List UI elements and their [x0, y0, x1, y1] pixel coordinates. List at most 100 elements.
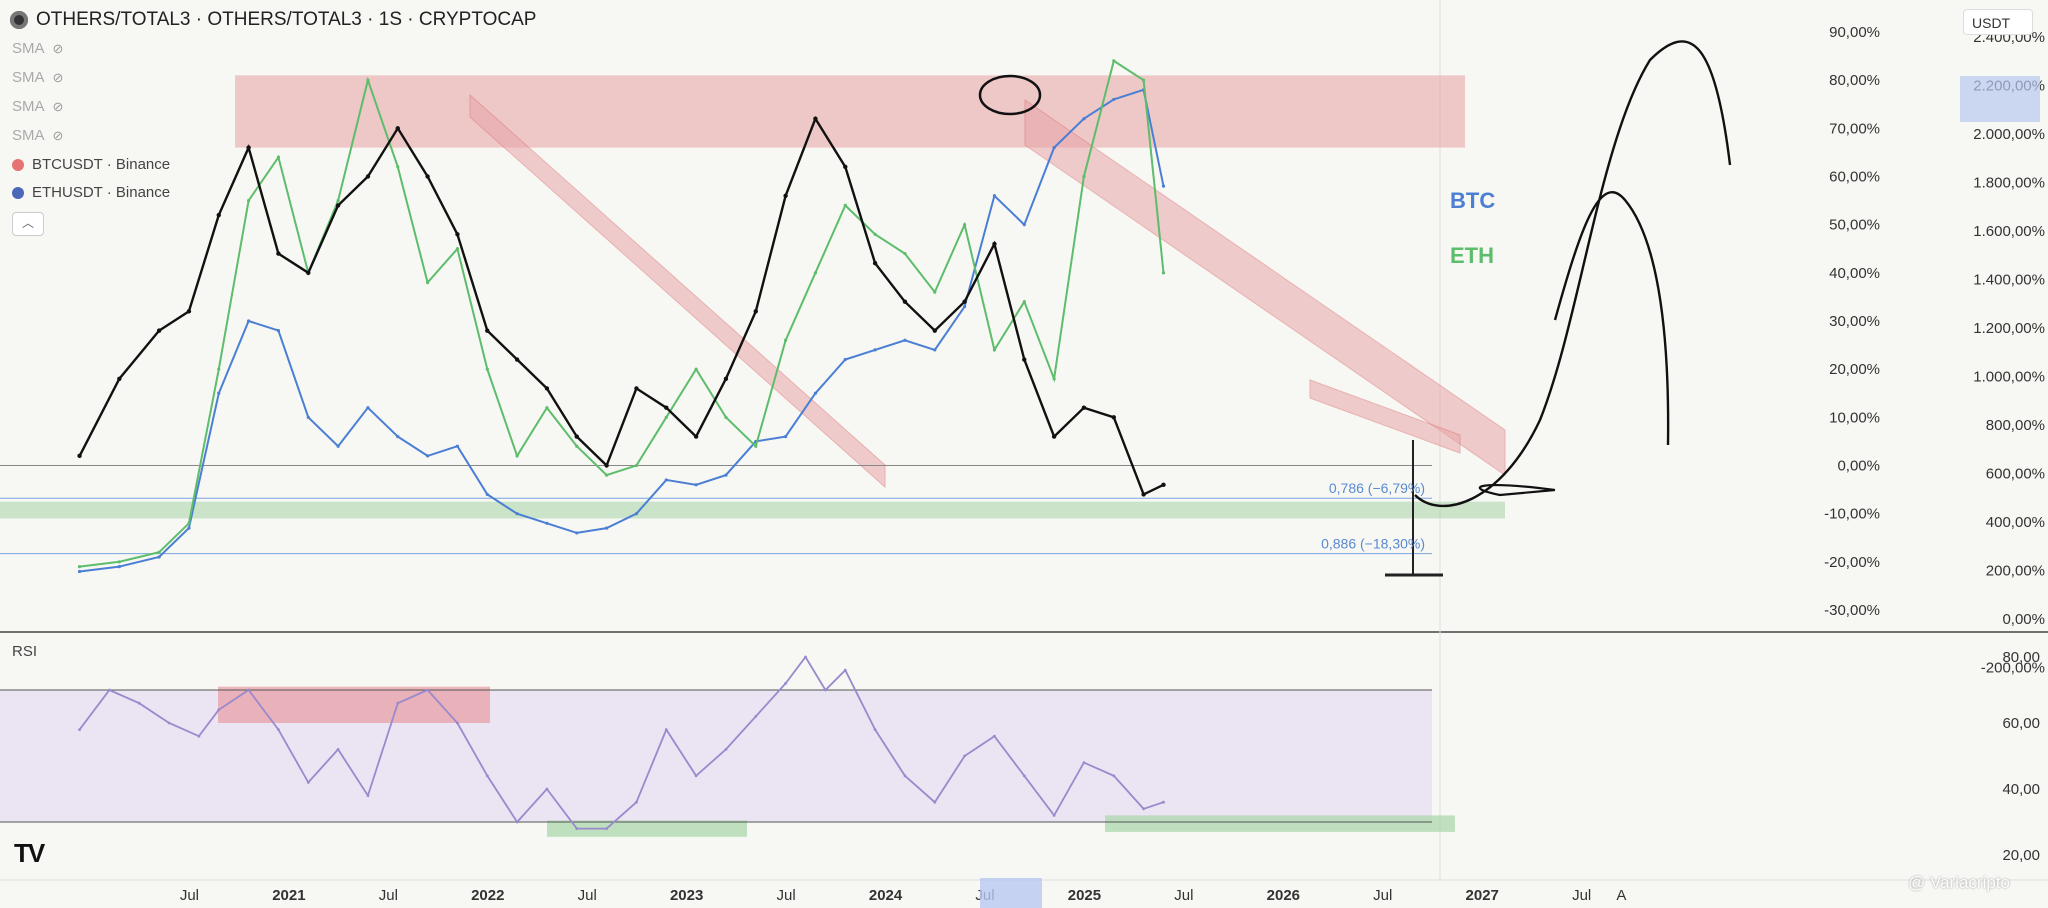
data-point-btc [1161, 184, 1166, 188]
hidden-eye-icon[interactable]: ⊘ [52, 69, 64, 85]
data-point-others-total3 [485, 328, 490, 333]
legend-sma-1[interactable]: SMA ⊘ [12, 40, 63, 57]
data-point-btc [187, 526, 191, 530]
data-point-rsi [1052, 814, 1056, 817]
data-point-eth [784, 338, 788, 342]
time-axis-tick-label: 2021 [272, 887, 305, 904]
data-point-rsi [456, 721, 459, 725]
data-point-rsi [903, 774, 907, 778]
data-point-btc [605, 526, 609, 530]
data-point-others-total3 [693, 434, 699, 439]
legend-ethusdt[interactable]: ETHUSDT · Binance [12, 184, 170, 201]
data-point-others-total3 [574, 434, 579, 439]
time-axis-tick-label: 2024 [869, 887, 903, 904]
symbol-icon [10, 11, 28, 29]
data-point-rsi [1142, 807, 1146, 811]
data-point-btc [992, 194, 997, 198]
data-point-eth [77, 565, 82, 569]
data-point-eth [545, 406, 549, 410]
hidden-eye-icon[interactable]: ⊘ [52, 40, 64, 56]
rsi-axis-tick-label: 60,00 [2002, 715, 2040, 732]
data-point-eth [1022, 300, 1026, 304]
data-point-others-total3 [902, 299, 908, 304]
data-point-eth [1112, 59, 1116, 63]
data-point-eth [1082, 174, 1086, 179]
data-point-others-total3 [1022, 357, 1027, 362]
data-point-rsi [993, 734, 996, 738]
right-axis-tick-label: 800,00% [1986, 417, 2045, 434]
time-axis-tick-label: 2025 [1068, 887, 1101, 904]
legend-sma-2[interactable]: SMA ⊘ [12, 69, 63, 86]
hidden-eye-icon[interactable]: ⊘ [52, 127, 64, 143]
data-point-rsi [137, 701, 141, 705]
data-point-others-total3 [117, 376, 122, 381]
rsi-pane-label: RSI [12, 643, 38, 660]
data-point-btc [545, 521, 549, 525]
hidden-eye-icon[interactable]: ⊘ [52, 98, 64, 114]
right-axis-tick-label: 200,00% [1986, 563, 2045, 580]
data-point-btc [634, 512, 639, 516]
sma-label: SMA [12, 127, 45, 144]
data-point-rsi [963, 754, 967, 758]
rsi-band [0, 690, 1432, 822]
data-point-rsi [1082, 761, 1086, 764]
data-point-eth [933, 290, 937, 294]
data-point-others-total3 [246, 145, 251, 150]
data-point-btc [813, 391, 818, 395]
time-axis-tick-label: Jul [1373, 887, 1392, 904]
currency-selector[interactable]: USDT [1963, 9, 2033, 35]
data-point-rsi [167, 721, 171, 725]
fib-0886-label: 0,886 (−18,30%) [1321, 536, 1425, 552]
data-point-eth [1161, 271, 1166, 275]
symbol-title[interactable]: OTHERS/TOTAL3 · OTHERS/TOTAL3 · 1S · CRY… [36, 9, 537, 30]
data-point-others-total3 [753, 309, 758, 314]
data-point-rsi [277, 728, 280, 731]
data-point-eth [426, 280, 430, 285]
left-axis-tick-label: 0,00% [1837, 458, 1880, 475]
data-point-rsi [664, 728, 668, 731]
data-point-eth [117, 560, 121, 564]
data-point-btc [426, 454, 430, 458]
data-point-others-total3 [335, 203, 341, 208]
data-point-rsi [724, 748, 728, 751]
data-point-eth [217, 367, 221, 371]
data-point-eth [336, 198, 340, 203]
data-point-eth [157, 550, 161, 554]
left-axis-tick-label: -20,00% [1824, 554, 1880, 571]
left-axis-tick-label: 20,00% [1829, 361, 1880, 378]
time-axis-tick-label: Jul [578, 887, 597, 904]
price-axis-highlight [1960, 76, 2040, 122]
left-axis-tick-label: -10,00% [1824, 506, 1880, 523]
time-axis-tick-label: Jul [379, 887, 398, 904]
data-point-others-total3 [425, 174, 430, 179]
data-point-others-total3 [962, 299, 967, 304]
data-point-others-total3 [395, 126, 400, 131]
left-axis-tick-label: 60,00% [1829, 169, 1880, 186]
data-point-others-total3 [723, 376, 729, 381]
data-point-rsi [396, 701, 400, 705]
right-axis-tick-label: -200,00% [1981, 660, 2045, 677]
data-point-eth [873, 232, 877, 236]
legend-sma-4[interactable]: SMA ⊘ [12, 127, 63, 144]
data-point-btc [366, 406, 370, 410]
collapse-legend-button[interactable]: ︿ [12, 212, 44, 236]
data-point-others-total3 [544, 386, 550, 391]
data-point-btc [903, 338, 907, 342]
data-point-rsi [933, 800, 937, 804]
rsi-axis-tick-label: 40,00 [2002, 781, 2040, 798]
rsi-oversold-zone-2025 [1105, 815, 1455, 832]
data-point-btc [157, 555, 161, 559]
legend-sma-3[interactable]: SMA ⊘ [12, 98, 63, 115]
time-axis-tick-label: 2026 [1267, 887, 1300, 904]
watermark: @ Variacripto [1908, 873, 2010, 892]
left-axis-tick-label: 70,00% [1829, 120, 1880, 137]
legend-btcusdt[interactable]: BTCUSDT · Binance [12, 156, 170, 173]
data-point-rsi [217, 708, 221, 712]
time-axis-tick-label: 2027 [1466, 887, 1499, 904]
data-point-others-total3 [514, 357, 520, 362]
data-point-btc [1082, 117, 1086, 121]
downtrend-channel-2024 [1024, 99, 1506, 476]
data-point-btc [455, 444, 460, 448]
data-point-others-total3 [843, 164, 848, 170]
left-axis-tick-label: 90,00% [1829, 24, 1880, 41]
